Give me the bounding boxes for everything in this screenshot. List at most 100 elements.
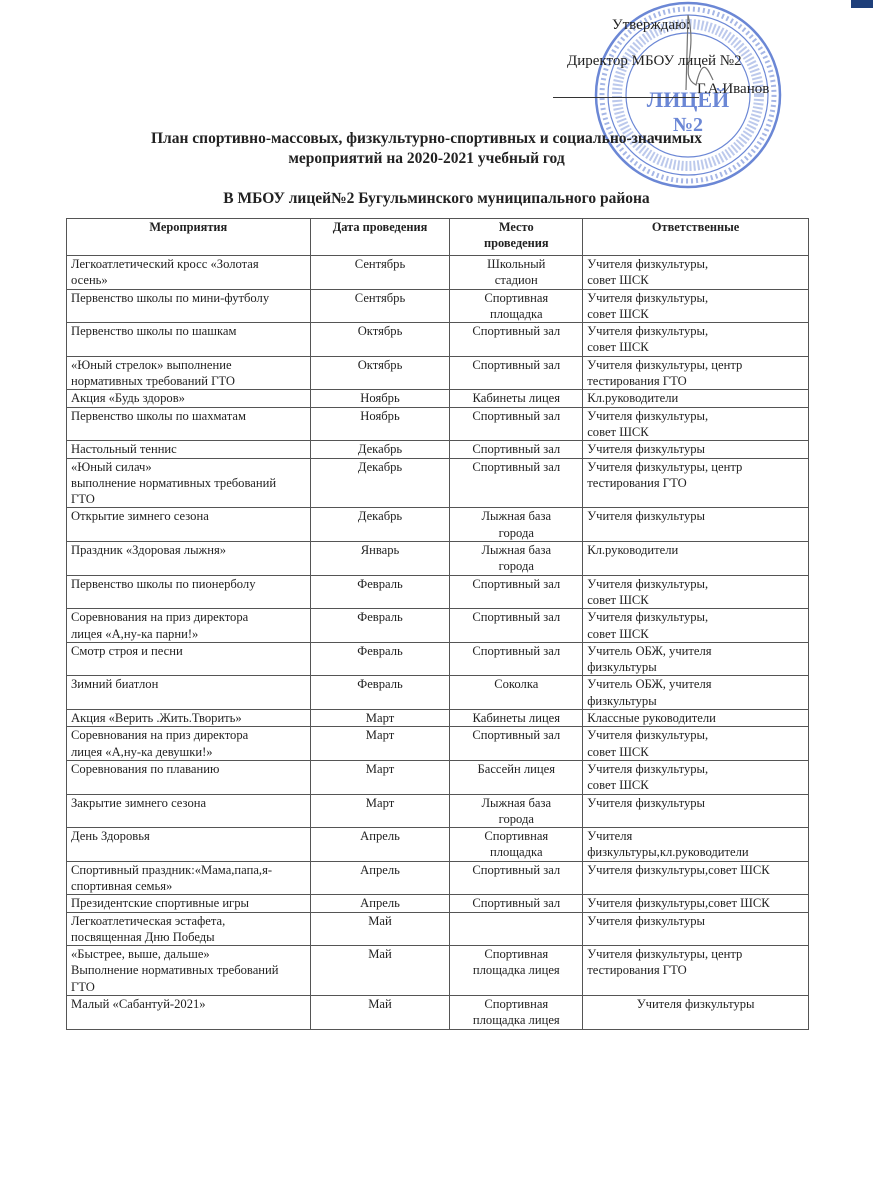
cell-event: Закрытие зимнего сезона	[66, 793, 311, 829]
director-title: Директор МБОУ лицей №2	[567, 53, 742, 69]
table-row: «Юный силач» выполнение нормативных треб…	[66, 457, 809, 509]
cell-responsible: Учителя физкультуры, центр тестирования …	[582, 945, 809, 997]
cell-place: Кабинеты лицея	[449, 709, 584, 728]
cell-place: Лыжная база города	[449, 541, 584, 576]
cell-date: Декабрь	[309, 507, 451, 543]
cell-responsible: Учителя физкультуры, совет ШСК	[582, 288, 809, 324]
cell-event: Спортивный праздник:«Мама,папа,я- спорти…	[66, 860, 311, 896]
cell-responsible: Учителя физкультуры, совет ШСК	[582, 608, 809, 643]
svg-text:№2: №2	[673, 114, 703, 136]
cell-date: Февраль	[309, 675, 451, 711]
cell-event: Первенство школы по мини-футболу	[66, 288, 311, 324]
cell-date: Октябрь	[309, 322, 451, 357]
cell-place: Соколка	[449, 675, 584, 711]
header-place: Место проведения	[449, 218, 584, 256]
cell-event: Легкоатлетический кросс «Золотая осень»	[66, 255, 311, 290]
cell-event: Первенство школы по шахматам	[66, 406, 311, 442]
table-row: Акция «Будь здоров» Ноябрь Кабинеты лицея К…	[66, 389, 809, 408]
cell-responsible: Кл.руководители	[582, 541, 809, 576]
signature	[685, 14, 714, 91]
cell-responsible: Учителя физкультуры, совет ШСК	[582, 726, 809, 761]
signature-line	[553, 97, 699, 98]
cell-event: Зимний биатлон	[66, 675, 311, 711]
cell-date: Январь	[309, 541, 451, 576]
approve-label: Утверждаю:	[612, 17, 691, 33]
cell-place	[449, 911, 584, 947]
table-row: «Быстрее, выше, дальше» Выполнение норма…	[66, 945, 809, 997]
cell-date: Апрель	[309, 860, 451, 896]
cell-event: «Юный стрелок» выполнение нормативных тр…	[66, 355, 311, 391]
cell-event: Малый «Сабантуй-2021»	[66, 995, 311, 1030]
cell-responsible: Учителя физкультуры,совет ШСК	[582, 860, 809, 896]
table-row: Зимний биатлон Февраль Соколка Учитель ОБЖ,…	[66, 675, 809, 711]
table-row: Спортивный праздник:«Мама,папа,я- спорти…	[66, 860, 809, 896]
cell-responsible: Учителя физкультуры	[582, 793, 809, 829]
table-row: Праздник «Здоровая лыжня» Январь Лыжная ба…	[66, 541, 809, 576]
cell-date: Ноябрь	[309, 389, 451, 408]
table-row: «Юный стрелок» выполнение нормативных тр…	[66, 355, 809, 391]
cell-responsible: Учителя физкультуры	[582, 440, 809, 459]
cell-event: Первенство школы по шашкам	[66, 322, 311, 357]
cell-date: Декабрь	[309, 457, 451, 509]
cell-event: Соревнования на приз директора лицея «А,…	[66, 608, 311, 643]
cell-place: Спортивный зал	[449, 457, 584, 509]
cell-date: Май	[309, 911, 451, 947]
cell-event: День Здоровья	[66, 827, 311, 862]
cell-place: Спортивный зал	[449, 574, 584, 610]
cell-responsible: Учителя физкультуры	[582, 507, 809, 543]
cell-responsible: Учителя физкультуры	[582, 995, 809, 1030]
cell-date: Апрель	[309, 894, 451, 913]
cell-date: Сентябрь	[309, 255, 451, 290]
cell-date: Февраль	[309, 608, 451, 643]
cell-event: Праздник «Здоровая лыжня»	[66, 541, 311, 576]
table-row: Первенство школы по шахматам Ноябрь Спорти…	[66, 406, 809, 442]
director-name: Г.А.Иванов	[697, 81, 770, 97]
cell-date: Ноябрь	[309, 406, 451, 442]
cell-responsible: Учителя физкультуры, центр тестирования …	[582, 457, 809, 509]
cell-responsible: Учителя физкультуры, совет ШСК	[582, 759, 809, 795]
cell-place: Спортивный зал	[449, 440, 584, 459]
cell-place: Спортивный зал	[449, 641, 584, 677]
cell-event: «Юный силач» выполнение нормативных треб…	[66, 457, 311, 509]
cell-place: Спортивный зал	[449, 894, 584, 913]
events-table: Мероприятия Дата проведения Место провед…	[66, 218, 809, 1030]
cell-date: Февраль	[309, 641, 451, 677]
cell-responsible: Учителя физкультуры	[582, 911, 809, 947]
table-row: Первенство школы по мини-футболу Сентябрь…	[66, 288, 809, 324]
cell-event: Соревнования на приз директора лицея «А,…	[66, 726, 311, 761]
cell-place: Лыжная база города	[449, 793, 584, 829]
table-row: Акция «Верить .Жить.Творить» Март Кабинеты…	[66, 709, 809, 728]
cell-place: Спортивная площадка лицея	[449, 945, 584, 997]
cell-place: Спортивный зал	[449, 355, 584, 391]
cell-responsible: Учителя физкультуры, совет ШСК	[582, 255, 809, 290]
cell-responsible: Учителя физкультуры, совет ШСК	[582, 574, 809, 610]
cell-event: Настольный теннис	[66, 440, 311, 459]
cell-date: Апрель	[309, 827, 451, 862]
cell-event: Легкоатлетическая эстафета, посвященная …	[66, 911, 311, 947]
table-row: Первенство школы по шашкам Октябрь Спортив…	[66, 322, 809, 357]
cell-place: Спортивный зал	[449, 726, 584, 761]
header-responsible: Ответственные	[582, 218, 809, 256]
table-row: Малый «Сабантуй-2021» Май Спортивная площа…	[66, 995, 809, 1030]
cell-event: Акция «Верить .Жить.Творить»	[66, 709, 311, 728]
cell-event: Смотр строя и песни	[66, 641, 311, 677]
title-line-1: План спортивно-массовых, физкультурно-сп…	[150, 130, 703, 147]
cell-place: Спортивная площадка	[449, 827, 584, 862]
table-header-row: Мероприятия Дата проведения Место провед…	[66, 218, 809, 256]
table-row: Настольный теннис Декабрь Спортивный зал Уч…	[66, 440, 809, 459]
cell-responsible: Учителя физкультуры,совет ШСК	[582, 894, 809, 913]
cell-event: Акция «Будь здоров»	[66, 389, 311, 408]
table-row: Президентские спортивные игры Апрель Спорт…	[66, 894, 809, 913]
document-subtitle: В МБОУ лицей№2 Бугульминского муниципаль…	[223, 190, 650, 207]
cell-date: Май	[309, 945, 451, 997]
table-row: День Здоровья Апрель Спортивная площадка Уч…	[66, 827, 809, 862]
table-row: Соревнования по плаванию Март Бассейн лице…	[66, 759, 809, 795]
cell-responsible: Учитель ОБЖ, учителя физкультуры	[582, 675, 809, 711]
cell-place: Бассейн лицея	[449, 759, 584, 795]
cell-event: Президентские спортивные игры	[66, 894, 311, 913]
cell-date: Март	[309, 726, 451, 761]
cell-event: Открытие зимнего сезона	[66, 507, 311, 543]
cell-event: Соревнования по плаванию	[66, 759, 311, 795]
cell-date: Октябрь	[309, 355, 451, 391]
table-row: Легкоатлетический кросс «Золотая осень» С…	[66, 255, 809, 290]
